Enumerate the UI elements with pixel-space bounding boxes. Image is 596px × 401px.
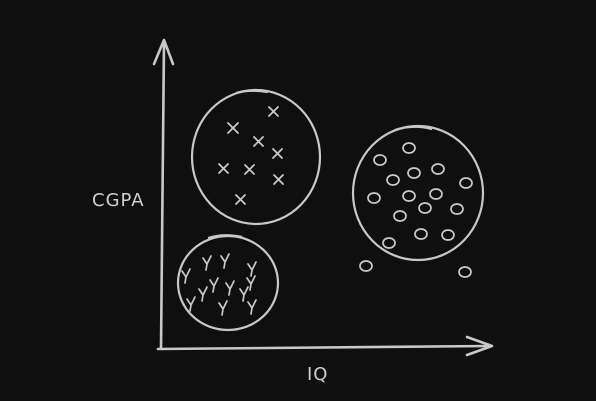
y-marker — [239, 286, 249, 302]
x-axis-arrowhead — [465, 335, 494, 357]
y-marker — [246, 275, 256, 291]
o-marker — [441, 229, 455, 241]
o-marker — [386, 174, 400, 186]
x-marker — [272, 148, 283, 159]
y-marker — [198, 286, 208, 302]
cluster-y-circle — [176, 234, 280, 332]
y-marker — [202, 255, 212, 271]
o-marker-outlier — [359, 260, 373, 272]
y-axis-line — [159, 40, 166, 350]
x-marker — [227, 122, 239, 134]
o-marker — [373, 154, 387, 166]
o-marker — [431, 163, 445, 175]
y-marker — [218, 300, 228, 316]
y-marker — [209, 277, 219, 293]
cluster-y-circle-overlap — [207, 234, 243, 240]
o-marker — [402, 142, 416, 154]
o-marker — [367, 192, 381, 204]
o-marker — [402, 190, 416, 202]
o-marker — [429, 188, 443, 200]
cluster-x-circle-overlap — [235, 89, 269, 95]
x-marker — [253, 136, 264, 147]
x-axis-line — [156, 344, 492, 351]
o-marker — [450, 203, 464, 215]
axes — [152, 38, 494, 357]
y-marker — [247, 299, 257, 315]
y-marker — [181, 268, 191, 284]
cluster-o-circle-overlap — [394, 125, 433, 132]
x-axis-label: IQ — [307, 364, 329, 385]
x-marker — [244, 164, 255, 175]
o-marker — [382, 237, 396, 249]
y-axis-label: CGPA — [92, 190, 145, 211]
x-marker — [218, 163, 229, 174]
x-marker — [273, 174, 284, 185]
o-marker — [459, 177, 473, 189]
o-marker — [393, 210, 407, 222]
x-marker — [268, 106, 279, 117]
cluster-x-circle — [190, 88, 322, 226]
o-marker — [414, 228, 428, 240]
y-marker — [225, 280, 235, 296]
y-marker — [247, 261, 257, 277]
y-axis-arrowhead — [152, 38, 175, 66]
y-marker — [220, 253, 230, 269]
o-marker — [418, 202, 432, 214]
o-marker — [407, 167, 421, 179]
o-marker-outlier — [458, 266, 472, 278]
y-marker — [186, 296, 196, 312]
x-marker — [235, 194, 246, 205]
